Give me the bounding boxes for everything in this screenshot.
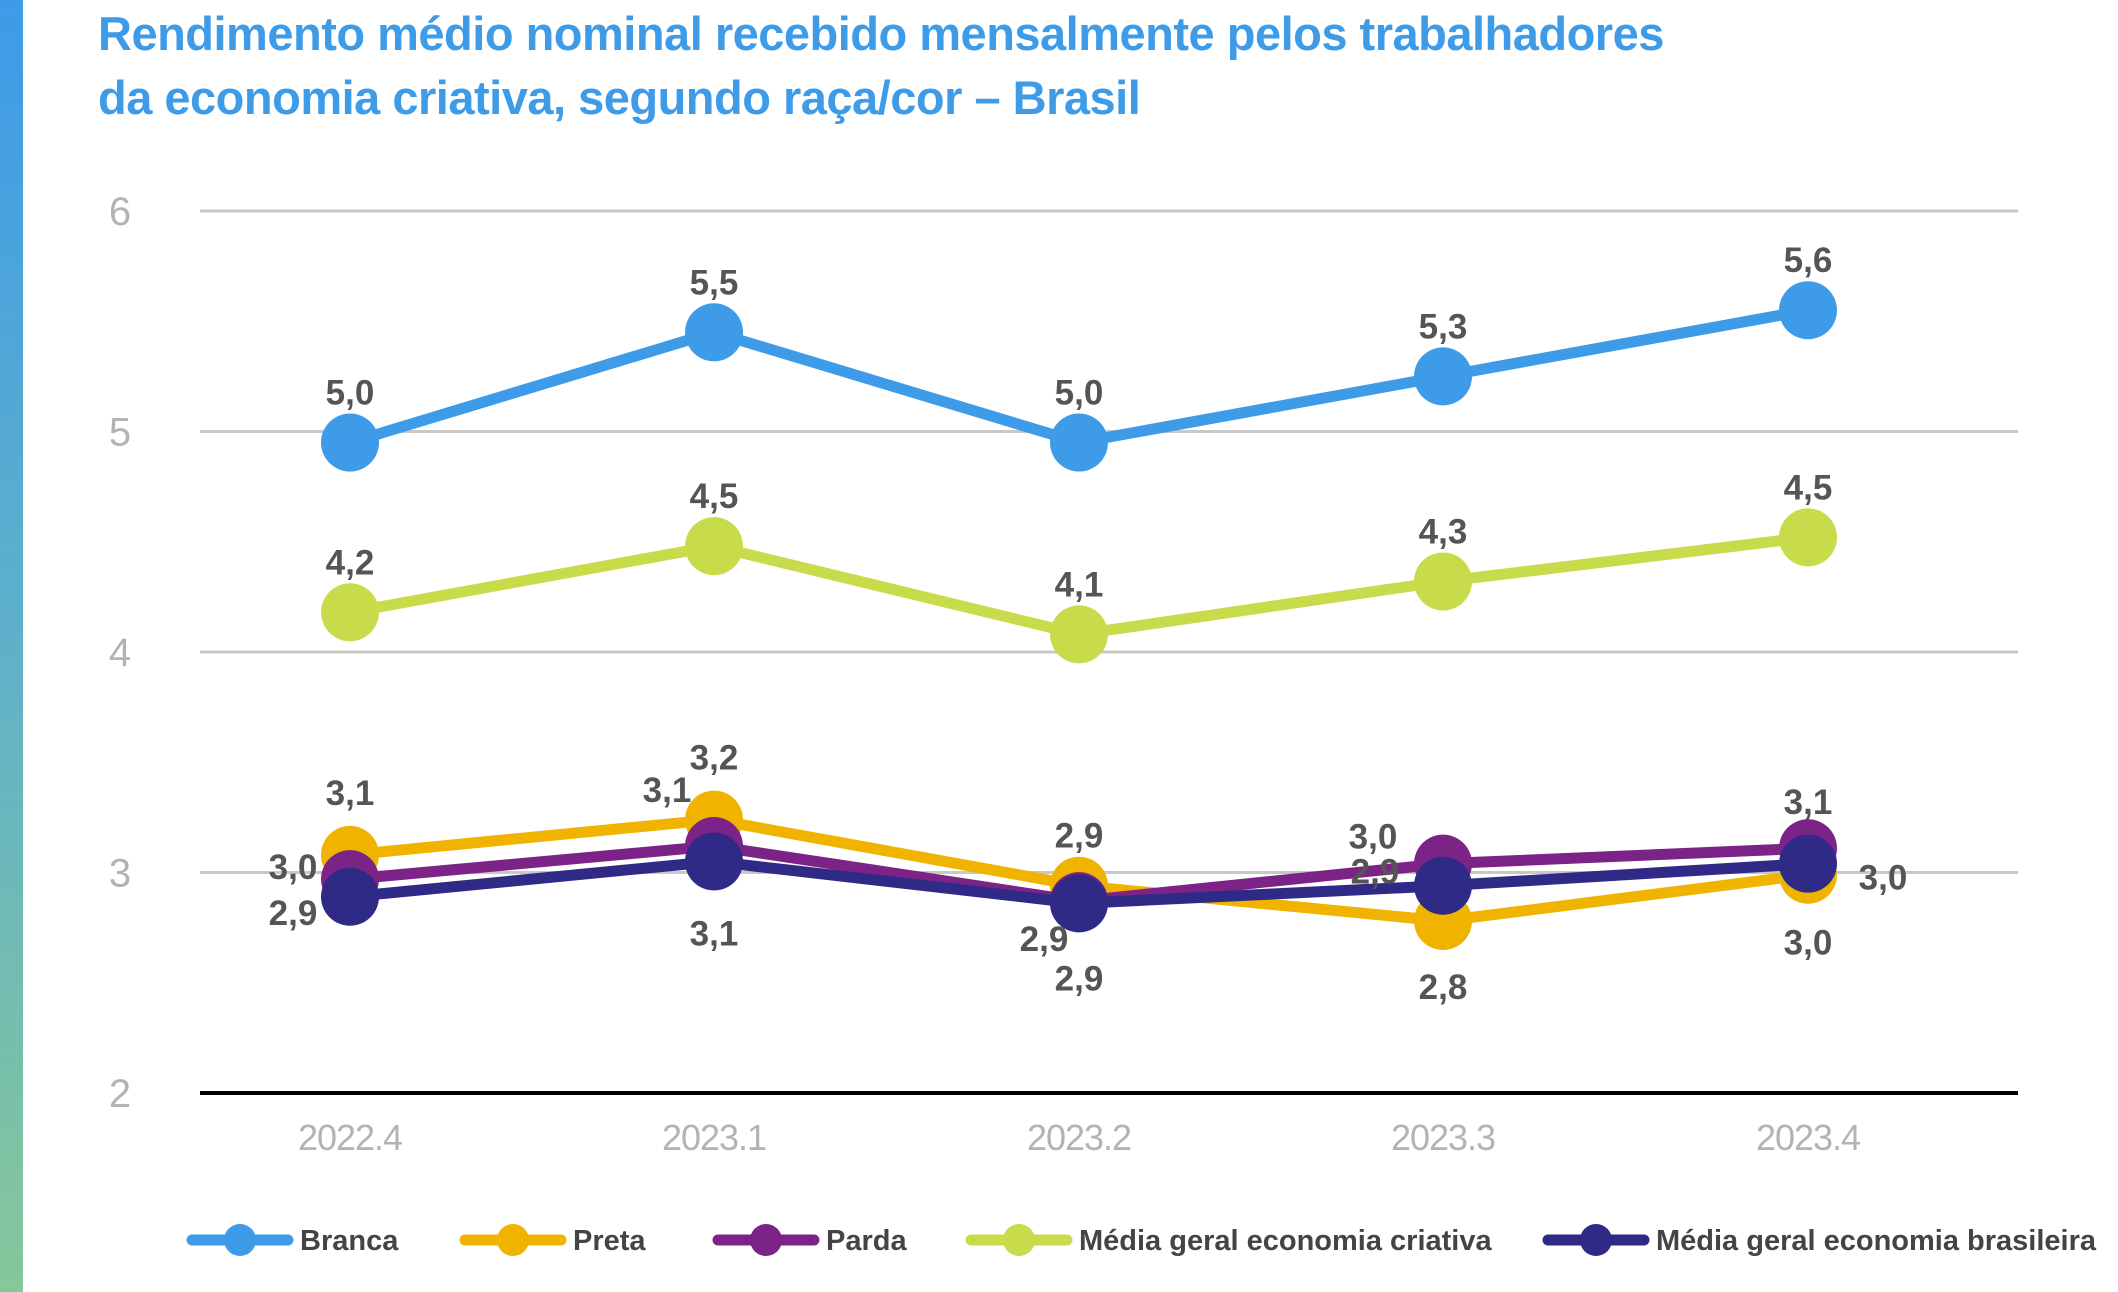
data-point [685, 517, 743, 576]
data-label: 5,6 [1784, 241, 1833, 280]
y-tick-label: 3 [109, 852, 131, 896]
data-label: 2,9 [1351, 853, 1400, 892]
data-point [1779, 834, 1837, 893]
data-label: 3,0 [1859, 859, 1908, 898]
data-point [1414, 856, 1472, 915]
x-tick-label: 2023.3 [1391, 1117, 1495, 1158]
chart-title: Rendimento médio nominal recebido mensal… [98, 2, 1998, 130]
data-label: 3,1 [326, 774, 375, 813]
legend-label: Preta [573, 1225, 646, 1257]
x-tick-label: 2023.4 [1756, 1117, 1860, 1158]
data-point [685, 832, 743, 891]
data-point [1779, 508, 1837, 567]
legend-swatch-marker [497, 1224, 529, 1256]
data-label: 4,5 [1784, 468, 1833, 507]
legend-swatch-marker [1003, 1224, 1035, 1256]
data-point [321, 583, 379, 642]
data-label: 4,5 [690, 477, 739, 516]
data-label: 3,0 [1784, 924, 1833, 963]
data-label: 5,0 [326, 374, 375, 413]
data-label: 2,8 [1419, 968, 1468, 1007]
x-tick-label: 2023.2 [1027, 1117, 1131, 1158]
legend-label: Média geral economia brasileira [1656, 1225, 2097, 1257]
data-label: 2,9 [1055, 817, 1104, 856]
data-label: 3,1 [1784, 783, 1833, 822]
y-tick-label: 4 [109, 631, 131, 675]
data-label: 4,3 [1419, 512, 1468, 551]
data-point [321, 867, 379, 926]
accent-bar [0, 0, 23, 1292]
x-tick-label: 2022.4 [298, 1117, 402, 1158]
chart-title-line-1: Rendimento médio nominal recebido mensal… [98, 7, 1664, 60]
data-point [321, 413, 379, 472]
data-label: 3,1 [690, 914, 739, 953]
data-point [1414, 552, 1472, 611]
data-label: 3,1 [643, 771, 692, 810]
data-point [1779, 281, 1837, 340]
x-tick-label: 2023.1 [662, 1117, 766, 1158]
y-tick-label: 2 [109, 1072, 131, 1116]
data-point [1050, 874, 1108, 933]
data-label: 5,3 [1419, 307, 1468, 346]
data-label: 4,2 [326, 543, 375, 582]
data-label: 3,0 [269, 848, 318, 887]
legend-swatch-marker [1580, 1224, 1612, 1256]
data-label: 2,9 [1020, 920, 1069, 959]
data-label: 2,9 [1055, 959, 1104, 998]
data-point [1050, 413, 1108, 472]
data-point [1414, 347, 1472, 406]
legend-label: Média geral economia criativa [1079, 1225, 1492, 1257]
data-label: 5,0 [1055, 374, 1104, 413]
data-label: 3,0 [1349, 818, 1398, 857]
legend-swatch-marker [224, 1224, 256, 1256]
data-label: 5,5 [690, 263, 739, 302]
data-label: 2,9 [269, 894, 318, 933]
y-tick-label: 6 [109, 190, 131, 234]
legend-label: Parda [826, 1225, 907, 1257]
chart-title-line-2: da economia criativa, segundo raça/cor –… [98, 71, 1141, 124]
data-point [1050, 605, 1108, 664]
data-point [685, 303, 743, 362]
data-label: 4,1 [1055, 565, 1104, 604]
y-tick-label: 5 [109, 411, 131, 455]
legend-swatch-marker [750, 1224, 782, 1256]
legend-label: Branca [300, 1225, 399, 1257]
data-label: 3,2 [690, 739, 739, 778]
